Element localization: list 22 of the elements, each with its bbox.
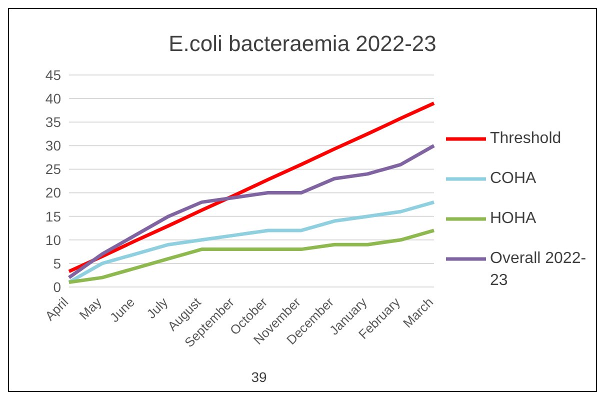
y-tick-label: 35 bbox=[45, 114, 62, 130]
legend-label: HOHA bbox=[490, 209, 538, 229]
y-tick-label: 5 bbox=[53, 255, 62, 272]
y-tick-label: 20 bbox=[45, 184, 62, 201]
text: 39 bbox=[250, 369, 268, 385]
y-tick-label: 0 bbox=[53, 278, 62, 295]
line-series bbox=[67, 228, 436, 284]
legend-label: Threshold bbox=[490, 129, 562, 149]
y-tick-label: 45 bbox=[45, 66, 62, 83]
chart-title: E.coli bacteraemia 2022-23 bbox=[168, 31, 438, 58]
y-tick-label: 25 bbox=[45, 161, 62, 178]
x-tick-label: July bbox=[144, 294, 172, 322]
y-tick-label: 30 bbox=[45, 138, 62, 154]
y-tick-label: 15 bbox=[45, 208, 62, 224]
legend-label: Overall 2022-23 bbox=[490, 249, 588, 291]
line-series bbox=[67, 102, 436, 274]
legend-label: COHA bbox=[490, 169, 538, 189]
x-tick-label: May bbox=[76, 294, 105, 322]
line-series bbox=[67, 200, 436, 284]
y-tick-label: 10 bbox=[45, 232, 62, 248]
line-series bbox=[67, 144, 436, 280]
y-tick-label: 40 bbox=[45, 90, 62, 107]
